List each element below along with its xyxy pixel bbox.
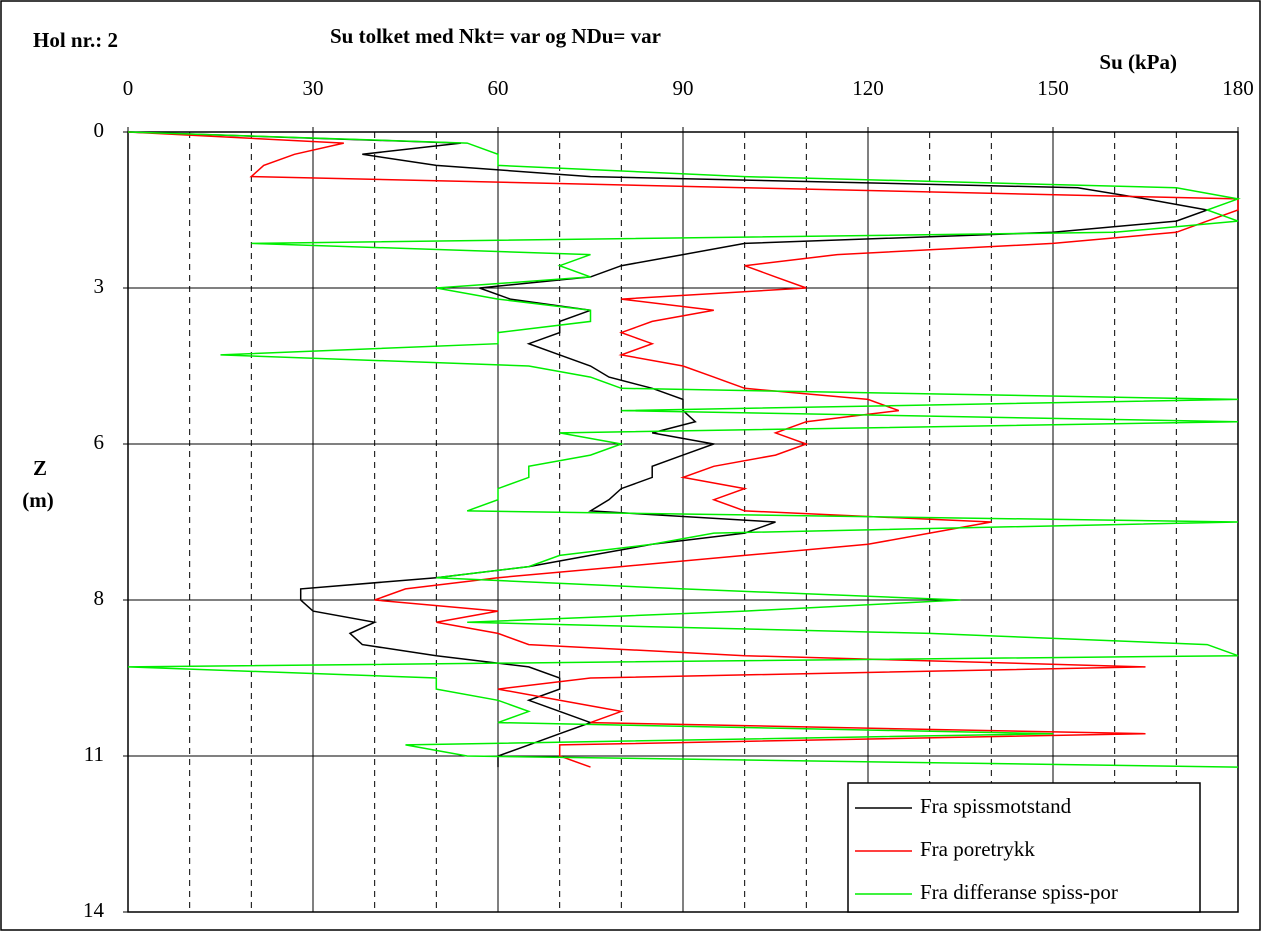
series-line xyxy=(127,131,1241,768)
y-axis-label: (m) xyxy=(22,488,53,512)
legend-label: Fra poretrykk xyxy=(920,837,1035,861)
legend-label: Fra differanse spiss-por xyxy=(920,880,1118,904)
y-tick-label: 6 xyxy=(94,430,105,454)
x-tick-label: 180 xyxy=(1222,76,1254,100)
x-tick-label: 0 xyxy=(123,76,134,100)
x-axis-label: Su (kPa) xyxy=(1099,50,1177,74)
x-tick-label: 90 xyxy=(673,76,694,100)
x-tick-label: 60 xyxy=(488,76,509,100)
y-axis-label: Z xyxy=(33,456,47,480)
x-tick-label: 120 xyxy=(852,76,884,100)
y-tick-label: 0 xyxy=(94,118,105,142)
y-tick-label: 14 xyxy=(83,898,105,922)
x-tick-label: 150 xyxy=(1037,76,1069,100)
x-tick-label: 30 xyxy=(303,76,324,100)
hole-label: Hol nr.: 2 xyxy=(33,28,118,52)
y-tick-label: 11 xyxy=(84,742,104,766)
y-tick-label: 8 xyxy=(94,586,105,610)
chart-title: Su tolket med Nkt= var og NDu= var xyxy=(330,24,661,48)
series-line xyxy=(127,131,1239,768)
legend-box xyxy=(847,782,1201,913)
y-tick-label: 3 xyxy=(94,274,105,298)
series-line xyxy=(127,131,1211,768)
legend-label: Fra spissmotstand xyxy=(920,794,1072,818)
